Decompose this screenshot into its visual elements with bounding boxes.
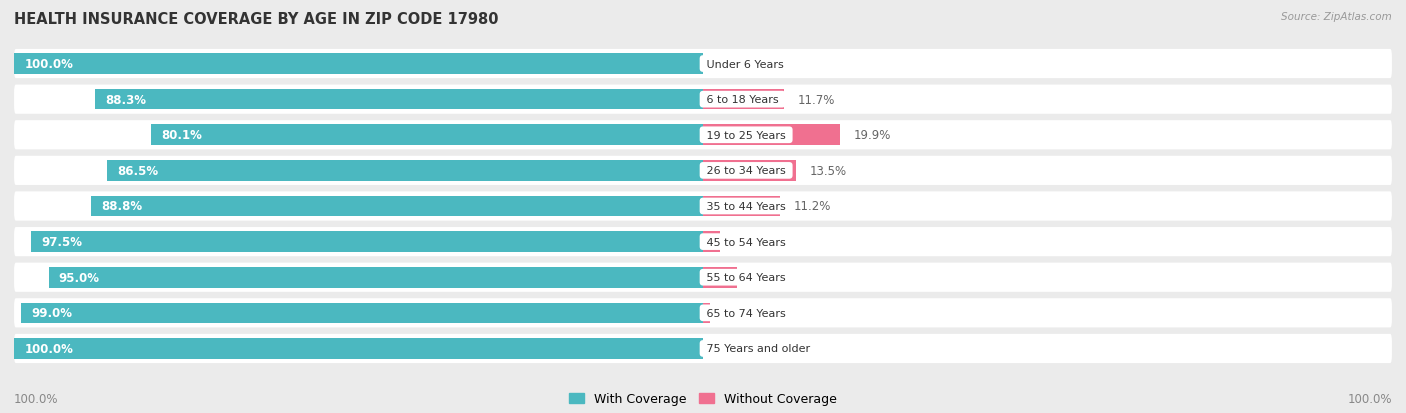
FancyBboxPatch shape [14,121,1392,150]
Legend: With Coverage, Without Coverage: With Coverage, Without Coverage [569,392,837,405]
Text: 5.0%: 5.0% [751,271,780,284]
Text: 88.8%: 88.8% [101,200,142,213]
Text: 35 to 44 Years: 35 to 44 Years [703,202,789,211]
Text: 1.0%: 1.0% [724,306,754,320]
Text: 95.0%: 95.0% [59,271,100,284]
Text: 99.0%: 99.0% [31,306,72,320]
Text: 100.0%: 100.0% [24,58,73,71]
Text: 11.2%: 11.2% [794,200,831,213]
Bar [703,196,780,217]
Text: 100.0%: 100.0% [1347,392,1392,405]
Text: 19.9%: 19.9% [853,129,891,142]
Text: HEALTH INSURANCE COVERAGE BY AGE IN ZIP CODE 17980: HEALTH INSURANCE COVERAGE BY AGE IN ZIP … [14,12,499,27]
Bar [21,303,703,323]
FancyBboxPatch shape [14,157,1392,185]
FancyBboxPatch shape [14,299,1392,328]
FancyBboxPatch shape [14,192,1392,221]
Text: 2.5%: 2.5% [734,235,763,249]
FancyBboxPatch shape [14,50,1392,79]
Bar [703,90,783,110]
Bar [703,232,720,252]
Text: 13.5%: 13.5% [810,164,846,178]
Text: 0.0%: 0.0% [717,58,747,71]
FancyBboxPatch shape [14,334,1392,363]
Text: Source: ZipAtlas.com: Source: ZipAtlas.com [1281,12,1392,22]
Text: 88.3%: 88.3% [105,93,146,107]
Bar [94,90,703,110]
Bar [14,54,703,75]
Bar [152,125,703,146]
Text: 86.5%: 86.5% [117,164,159,178]
Text: 19 to 25 Years: 19 to 25 Years [703,131,789,140]
Text: 65 to 74 Years: 65 to 74 Years [703,308,789,318]
Text: 80.1%: 80.1% [162,129,202,142]
Text: 100.0%: 100.0% [24,342,73,355]
FancyBboxPatch shape [14,228,1392,256]
Text: 45 to 54 Years: 45 to 54 Years [703,237,789,247]
Bar [91,196,703,217]
Text: Under 6 Years: Under 6 Years [703,59,787,69]
Bar [703,267,738,288]
Text: 11.7%: 11.7% [797,93,835,107]
Text: 0.0%: 0.0% [717,342,747,355]
Bar [703,161,796,181]
Bar [14,338,703,359]
Text: 100.0%: 100.0% [14,392,59,405]
Bar [107,161,703,181]
Text: 75 Years and older: 75 Years and older [703,344,814,354]
Bar [31,232,703,252]
Text: 26 to 34 Years: 26 to 34 Years [703,166,789,176]
Text: 97.5%: 97.5% [42,235,83,249]
FancyBboxPatch shape [14,85,1392,114]
Text: 55 to 64 Years: 55 to 64 Years [703,273,789,282]
Bar [703,303,710,323]
Bar [703,125,841,146]
FancyBboxPatch shape [14,263,1392,292]
Bar [48,267,703,288]
Text: 6 to 18 Years: 6 to 18 Years [703,95,782,105]
